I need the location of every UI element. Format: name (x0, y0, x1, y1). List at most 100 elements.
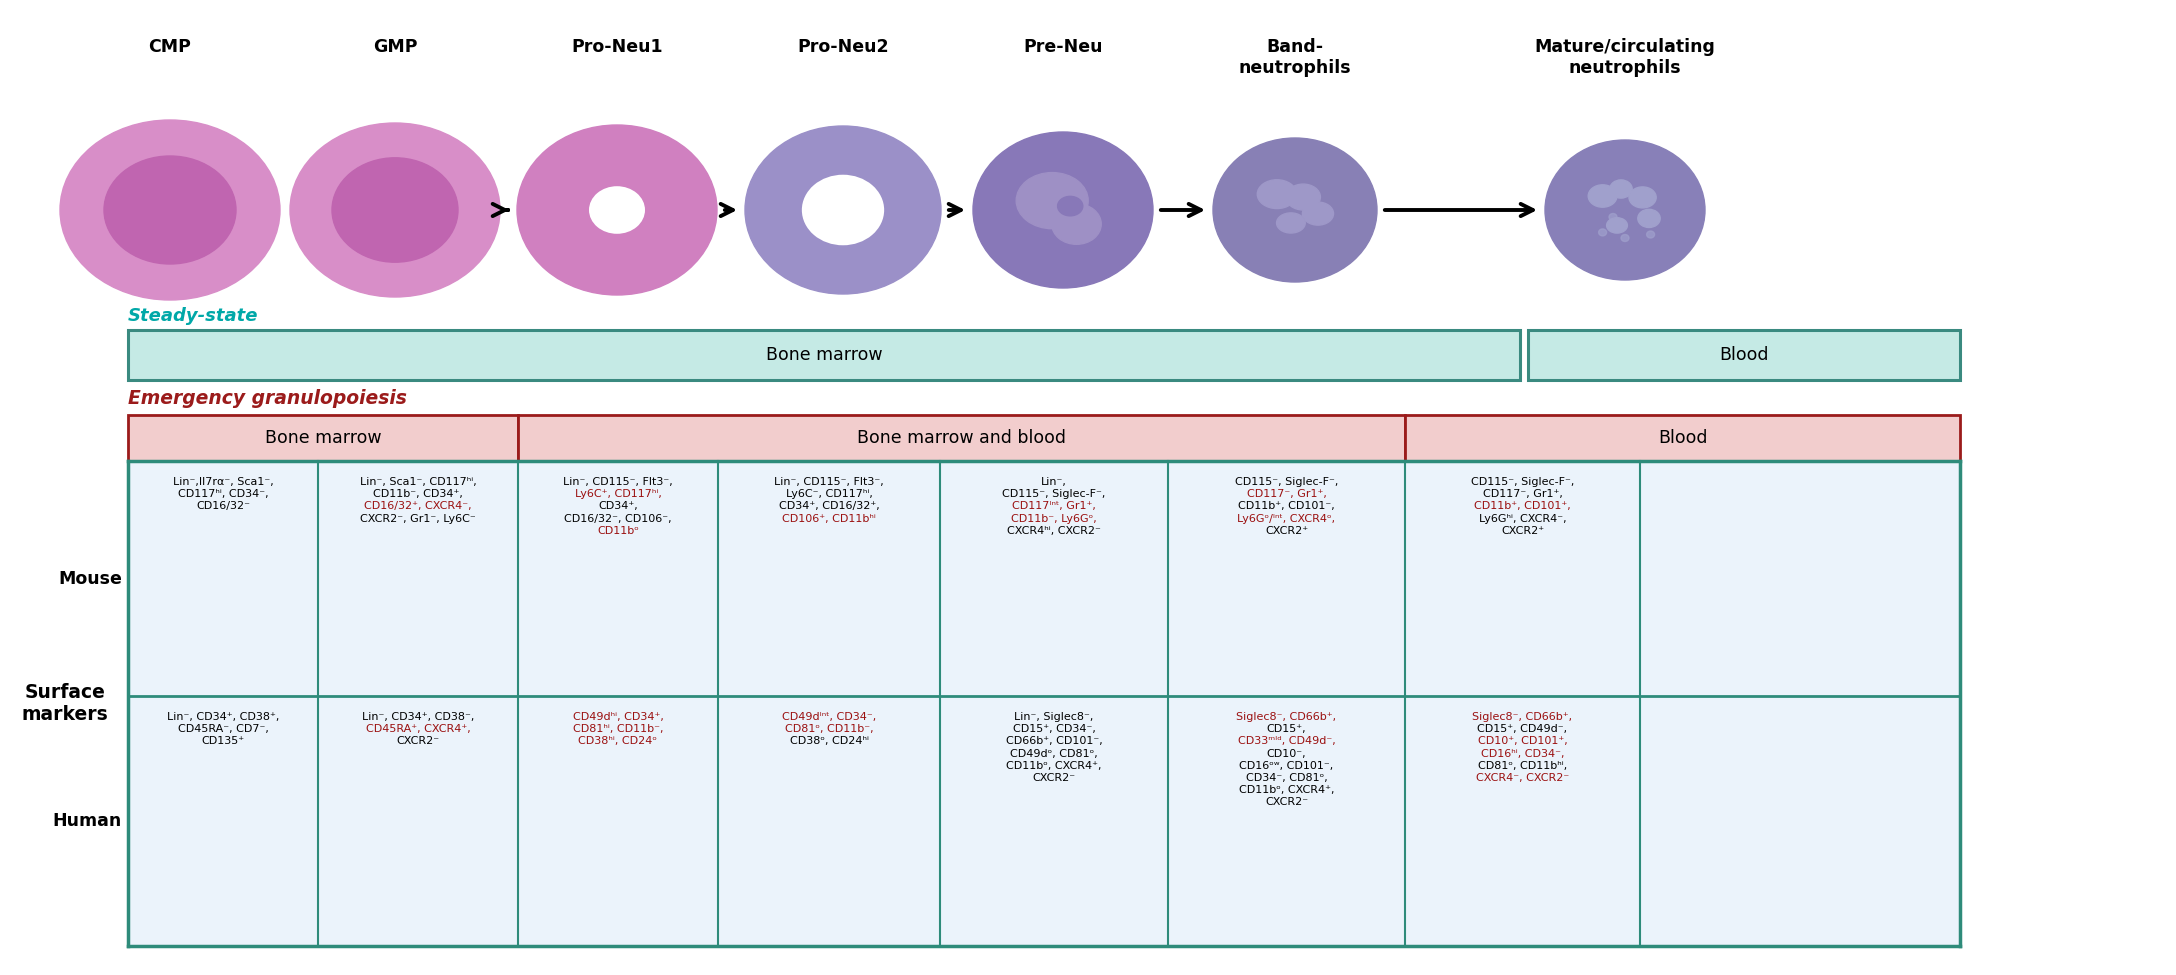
Text: CD16/32⁺, CXCR4⁻,: CD16/32⁺, CXCR4⁻, (363, 501, 472, 512)
Text: CD16/32⁻, CD106⁻,: CD16/32⁻, CD106⁻, (564, 514, 672, 524)
Text: CD34⁺, CD16/32⁺,: CD34⁺, CD16/32⁺, (779, 501, 879, 512)
Ellipse shape (1610, 180, 1632, 198)
Text: CD38ᵒ, CD24ʰⁱ: CD38ᵒ, CD24ʰⁱ (790, 736, 868, 747)
Ellipse shape (1277, 213, 1306, 233)
Text: Human: Human (52, 812, 122, 830)
Text: CXCR4⁻, CXCR2⁻: CXCR4⁻, CXCR2⁻ (1475, 773, 1569, 783)
Text: CXCR2⁻: CXCR2⁻ (1264, 798, 1308, 807)
Text: CD15⁺, CD34⁻,: CD15⁺, CD34⁻, (1012, 724, 1095, 734)
Ellipse shape (518, 125, 718, 295)
Text: CD115⁻, Siglec-F⁻,: CD115⁻, Siglec-F⁻, (1234, 477, 1338, 487)
Ellipse shape (1016, 173, 1088, 229)
Text: CD15⁺,: CD15⁺, (1266, 724, 1306, 734)
Text: Lin⁻,Il7rα⁻, Sca1⁻,: Lin⁻,Il7rα⁻, Sca1⁻, (172, 477, 274, 487)
Ellipse shape (801, 175, 883, 246)
Text: CD106⁺, CD11bʰⁱ: CD106⁺, CD11bʰⁱ (781, 514, 877, 524)
FancyBboxPatch shape (1528, 330, 1961, 380)
Text: Mouse: Mouse (59, 569, 122, 588)
Text: CXCR2⁻: CXCR2⁻ (1031, 773, 1075, 783)
Text: CD81ʰⁱ, CD11b⁻,: CD81ʰⁱ, CD11b⁻, (572, 724, 664, 734)
Text: CD16ʰⁱ, CD34⁻,: CD16ʰⁱ, CD34⁻, (1480, 749, 1565, 759)
Ellipse shape (289, 123, 500, 297)
Text: Emergency granulopoiesis: Emergency granulopoiesis (128, 388, 407, 408)
Text: CD117⁻, Gr1⁺,: CD117⁻, Gr1⁺, (1482, 489, 1562, 499)
Text: CD49dʰⁱ, CD34⁺,: CD49dʰⁱ, CD34⁺, (572, 712, 664, 722)
Text: CD115⁻, Siglec-F⁻,: CD115⁻, Siglec-F⁻, (1003, 489, 1105, 499)
Ellipse shape (590, 186, 644, 234)
FancyBboxPatch shape (128, 415, 518, 461)
Ellipse shape (61, 120, 281, 300)
Text: CD66b⁺, CD101⁻,: CD66b⁺, CD101⁻, (1005, 736, 1103, 747)
Text: Band-
neutrophils: Band- neutrophils (1238, 38, 1351, 77)
Ellipse shape (333, 158, 457, 262)
Text: Blood: Blood (1719, 346, 1769, 364)
Text: CD45RA⁺, CXCR4⁺,: CD45RA⁺, CXCR4⁺, (366, 724, 470, 734)
FancyBboxPatch shape (128, 330, 1521, 380)
Text: CD11bᵒ, CXCR4⁺,: CD11bᵒ, CXCR4⁺, (1005, 760, 1101, 771)
Text: Bone marrow and blood: Bone marrow and blood (857, 429, 1066, 447)
Text: Ly6C⁻, CD117ʰⁱ,: Ly6C⁻, CD117ʰⁱ, (786, 489, 873, 499)
Text: Lin⁻, CD115⁻, Flt3⁻,: Lin⁻, CD115⁻, Flt3⁻, (775, 477, 883, 487)
Text: CXCR2⁺: CXCR2⁺ (1264, 526, 1308, 536)
Text: CD15⁺, CD49d⁻,: CD15⁺, CD49d⁻, (1478, 724, 1567, 734)
Text: Lin⁻, CD34⁺, CD38⁺,: Lin⁻, CD34⁺, CD38⁺, (168, 712, 279, 722)
Text: Lin⁻,: Lin⁻, (1040, 477, 1066, 487)
Text: CD117ᴵⁿᵗ, Gr1⁺,: CD117ᴵⁿᵗ, Gr1⁺, (1012, 501, 1097, 512)
Text: CXCR2⁻: CXCR2⁻ (396, 736, 440, 747)
Text: Bone marrow: Bone marrow (265, 429, 381, 447)
Ellipse shape (1608, 214, 1617, 220)
Text: Bone marrow: Bone marrow (766, 346, 881, 364)
Ellipse shape (1051, 204, 1101, 245)
Text: Siglec8⁻, CD66b⁺,: Siglec8⁻, CD66b⁺, (1236, 712, 1336, 722)
Text: CD11b⁻, CD34⁺,: CD11b⁻, CD34⁺, (372, 489, 463, 499)
Text: CD10⁻,: CD10⁻, (1266, 749, 1306, 759)
Ellipse shape (1058, 196, 1084, 215)
Text: Lin⁻, Siglec8⁻,: Lin⁻, Siglec8⁻, (1014, 712, 1095, 722)
Ellipse shape (1588, 185, 1617, 208)
Text: CD34⁺,: CD34⁺, (598, 501, 638, 512)
Text: CXCR4ʰⁱ, CXCR2⁻: CXCR4ʰⁱ, CXCR2⁻ (1007, 526, 1101, 536)
Ellipse shape (1599, 229, 1606, 236)
Ellipse shape (1545, 140, 1706, 280)
FancyBboxPatch shape (518, 415, 1406, 461)
Text: CD11b⁺, CD101⁺,: CD11b⁺, CD101⁺, (1473, 501, 1571, 512)
Text: CD49dᵒ, CD81ᵒ,: CD49dᵒ, CD81ᵒ, (1010, 749, 1099, 759)
Text: Blood: Blood (1658, 429, 1708, 447)
Text: Siglec8⁻, CD66b⁺,: Siglec8⁻, CD66b⁺, (1473, 712, 1573, 722)
Text: CMP: CMP (148, 38, 191, 56)
Text: Ly6C⁺, CD117ʰⁱ,: Ly6C⁺, CD117ʰⁱ, (574, 489, 662, 499)
Text: CD117ʰⁱ, CD34⁻,: CD117ʰⁱ, CD34⁻, (178, 489, 268, 499)
Text: CD81ᵒ, CD11bʰⁱ,: CD81ᵒ, CD11bʰⁱ, (1478, 760, 1567, 771)
Text: CD16/32⁻: CD16/32⁻ (196, 501, 250, 512)
Text: Pro-Neu1: Pro-Neu1 (570, 38, 664, 56)
Ellipse shape (1630, 187, 1656, 208)
Ellipse shape (104, 156, 235, 264)
Text: CD45RA⁻, CD7⁻,: CD45RA⁻, CD7⁻, (178, 724, 268, 734)
Ellipse shape (1606, 217, 1628, 233)
Text: Surface
markers: Surface markers (22, 683, 109, 724)
Text: CD115⁻, Siglec-F⁻,: CD115⁻, Siglec-F⁻, (1471, 477, 1573, 487)
Text: CD49dᴵⁿᵗ, CD34⁻,: CD49dᴵⁿᵗ, CD34⁻, (781, 712, 877, 722)
Ellipse shape (1258, 179, 1297, 209)
Text: Lin⁻, Sca1⁻, CD117ʰⁱ,: Lin⁻, Sca1⁻, CD117ʰⁱ, (359, 477, 477, 487)
Text: CD11b⁻, Ly6Gᵒ,: CD11b⁻, Ly6Gᵒ, (1012, 514, 1097, 524)
Text: CD33ᵐᴵᵈ, CD49d⁻,: CD33ᵐᴵᵈ, CD49d⁻, (1238, 736, 1336, 747)
Text: Ly6Gʰⁱ, CXCR4⁻,: Ly6Gʰⁱ, CXCR4⁻, (1480, 514, 1567, 524)
FancyBboxPatch shape (128, 461, 1961, 696)
Ellipse shape (1286, 184, 1321, 210)
FancyBboxPatch shape (128, 696, 1961, 946)
Text: Steady-state: Steady-state (128, 307, 259, 325)
Ellipse shape (744, 126, 940, 294)
Text: Ly6Gᵒ/ᴵⁿᵗ, CXCR4ᵒ,: Ly6Gᵒ/ᴵⁿᵗ, CXCR4ᵒ, (1238, 514, 1336, 524)
Text: CD81ᵒ, CD11b⁻,: CD81ᵒ, CD11b⁻, (786, 724, 873, 734)
Ellipse shape (1647, 231, 1654, 238)
Ellipse shape (973, 132, 1153, 288)
Text: Lin⁻, CD115⁻, Flt3⁻,: Lin⁻, CD115⁻, Flt3⁻, (564, 477, 672, 487)
Text: Mature/circulating
neutrophils: Mature/circulating neutrophils (1534, 38, 1715, 77)
Text: Pro-Neu2: Pro-Neu2 (796, 38, 888, 56)
Text: CXCR2⁺: CXCR2⁺ (1501, 526, 1545, 536)
FancyBboxPatch shape (1406, 415, 1961, 461)
Text: CD16ᵒʷ, CD101⁻,: CD16ᵒʷ, CD101⁻, (1240, 760, 1334, 771)
Text: Pre-Neu: Pre-Neu (1023, 38, 1103, 56)
Text: CD10⁺, CD101⁺,: CD10⁺, CD101⁺, (1478, 736, 1567, 747)
